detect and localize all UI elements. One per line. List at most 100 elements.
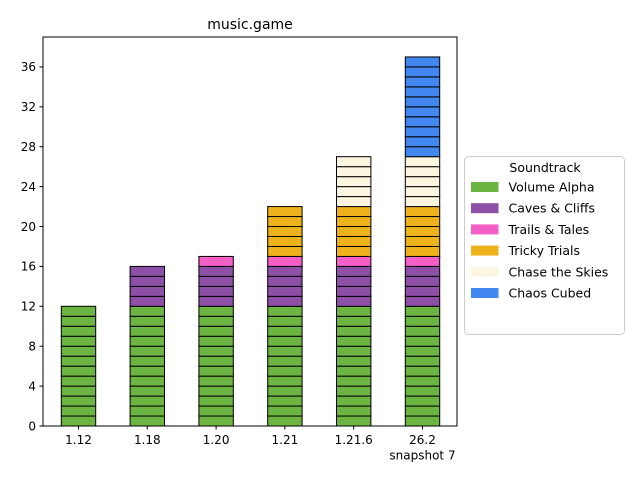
- bar-block: [336, 216, 372, 228]
- legend-label: Chase the Skies: [509, 264, 609, 279]
- bar-block: [336, 235, 372, 247]
- legend-swatch: [471, 245, 499, 256]
- bar-block: [129, 345, 166, 357]
- bar-block: [198, 255, 234, 267]
- bar-block: [404, 405, 441, 417]
- bar-block: [404, 126, 441, 138]
- bar-block: [404, 206, 441, 218]
- bar-block: [404, 285, 441, 297]
- bar-block: [129, 385, 166, 397]
- bar-block: [404, 86, 441, 98]
- bar-block: [60, 375, 97, 387]
- bar-block: [404, 415, 441, 427]
- bar-block: [336, 176, 372, 188]
- bar-block: [404, 76, 441, 88]
- bar-block: [129, 395, 166, 407]
- x-tick-label: 1.20: [203, 433, 230, 447]
- bars-layer: [60, 56, 441, 427]
- bar-block: [404, 365, 441, 377]
- bar-block: [60, 335, 97, 347]
- bar-block: [129, 285, 166, 297]
- bar-block: [336, 265, 372, 277]
- bar-block: [404, 305, 441, 317]
- bar-block: [129, 275, 166, 287]
- y-tick-label: 4: [28, 379, 36, 393]
- bar-block: [336, 206, 372, 218]
- bar-block: [129, 335, 166, 347]
- legend-swatch: [471, 203, 499, 214]
- x-axis: 1.12 1.18 1.20 1.21 1.21.6 26.2 snapshot 7: [65, 426, 456, 463]
- bar-block: [129, 355, 166, 367]
- bar-block: [404, 166, 441, 178]
- legend-label: Trails & Tales: [508, 222, 590, 237]
- bar-block: [336, 295, 372, 307]
- bar-block: [198, 335, 234, 347]
- bar-block: [60, 315, 97, 327]
- bar-block: [129, 305, 166, 317]
- bar-block: [267, 395, 303, 407]
- bar-block: [336, 335, 372, 347]
- bar-block: [404, 116, 441, 128]
- bar-block: [267, 216, 303, 228]
- bar-block: [198, 265, 234, 277]
- bar-block: [60, 365, 97, 377]
- x-tick-label: 26.2 snapshot 7: [389, 433, 455, 463]
- bar-block: [60, 415, 97, 427]
- y-tick-label: 16: [21, 260, 36, 274]
- bar-block: [336, 255, 372, 267]
- bar-block: [404, 186, 441, 198]
- bar-block: [129, 295, 166, 307]
- x-tick-label: 1.21: [272, 433, 299, 447]
- y-tick-label: 0: [28, 419, 36, 433]
- bar-block: [267, 315, 303, 327]
- y-tick-label: 24: [21, 180, 36, 194]
- bar-block: [60, 305, 97, 317]
- bar-block: [336, 166, 372, 178]
- bar-block: [336, 395, 372, 407]
- bar-block: [336, 305, 372, 317]
- bar-block: [404, 96, 441, 108]
- y-tick-label: 20: [21, 220, 36, 234]
- bar-block: [404, 335, 441, 347]
- legend-swatch: [471, 288, 499, 298]
- bar-block: [404, 395, 441, 407]
- y-tick-label: 28: [21, 140, 36, 154]
- bar-block: [404, 325, 441, 337]
- bar-block: [198, 375, 234, 387]
- bar-block: [404, 216, 441, 228]
- bar-block: [404, 176, 441, 188]
- legend: Soundtrack Volume Alpha Caves & Cliffs Tra…: [464, 156, 625, 335]
- bar-block: [404, 66, 441, 78]
- bar-block: [336, 196, 372, 208]
- bar-block: [198, 385, 234, 397]
- bar-block: [60, 405, 97, 417]
- bar-block: [267, 385, 303, 397]
- bar-block: [404, 235, 441, 247]
- bar-block: [336, 365, 372, 377]
- y-tick-label: 32: [21, 100, 36, 114]
- legend-label: Caves & Cliffs: [509, 201, 595, 216]
- bar-block: [60, 355, 97, 367]
- bar-block: [267, 355, 303, 367]
- bar-block: [336, 186, 372, 198]
- y-tick-label: 12: [21, 300, 36, 314]
- bar-block: [198, 365, 234, 377]
- bar-block: [404, 315, 441, 327]
- bar-block: [404, 136, 441, 148]
- bar-block: [267, 345, 303, 357]
- bar-block: [404, 146, 441, 158]
- bar-block: [267, 335, 303, 347]
- bar-block: [404, 345, 441, 357]
- bar-block: [129, 325, 166, 337]
- bar-block: [198, 325, 234, 337]
- bar-block: [267, 206, 303, 218]
- bar-block: [267, 265, 303, 277]
- legend-label: Volume Alpha: [509, 180, 595, 195]
- plot-frame: [42, 36, 458, 427]
- bar-block: [129, 365, 166, 377]
- bar-block: [198, 395, 234, 407]
- legend-label: Chaos Cubed: [509, 286, 592, 301]
- bar-block: [336, 415, 372, 427]
- bar-block: [267, 285, 303, 297]
- bar-block: [129, 405, 166, 417]
